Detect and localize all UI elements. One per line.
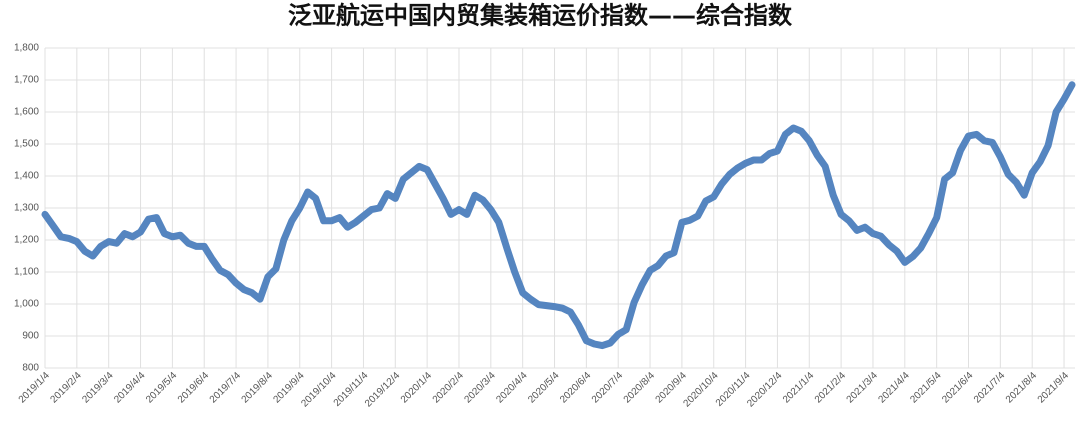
- x-tick-label: 2021/2/4: [813, 370, 849, 406]
- x-tick-label: 2021/3/4: [845, 370, 881, 406]
- y-tick-label: 1,800: [14, 43, 39, 54]
- x-tick-label: 2020/2/4: [431, 370, 467, 406]
- x-tick-label: 2020/8/4: [622, 370, 658, 406]
- x-tick-label: 2019/5/4: [144, 370, 180, 406]
- line: [41, 81, 1076, 350]
- x-tick-label: 2020/12/4: [745, 370, 785, 410]
- x-tick-label: 2021/9/4: [1036, 370, 1072, 406]
- x-tick-label: 2021/1/4: [781, 370, 817, 406]
- x-tick-label: 2021/8/4: [1004, 370, 1040, 406]
- x-tick-label: 2019/12/4: [363, 370, 403, 410]
- y-tick-label: 1,400: [14, 171, 39, 182]
- x-tick-label: 2019/2/4: [49, 370, 85, 406]
- x-tick-label: 2020/7/4: [590, 370, 626, 406]
- x-tick-label: 2021/6/4: [940, 370, 976, 406]
- y-tick-label: 1,000: [14, 299, 39, 310]
- x-tick-label: 2020/4/4: [494, 370, 530, 406]
- x-tick-label: 2021/7/4: [972, 370, 1008, 406]
- y-tick-label: 1,500: [14, 139, 39, 150]
- x-tick-label: 2021/4/4: [876, 370, 912, 406]
- y-tick-label: 1,600: [14, 107, 39, 118]
- x-tick-label: 2019/7/4: [208, 370, 244, 406]
- x-tick-label: 2020/5/4: [526, 370, 562, 406]
- x-tick-label: 2020/3/4: [463, 370, 499, 406]
- x-tick-label: 2020/1/4: [399, 370, 435, 406]
- x-tick-label: 2020/6/4: [558, 370, 594, 406]
- y-tick-label: 1,100: [14, 267, 39, 278]
- x-tick-label: 2021/5/4: [908, 370, 944, 406]
- y-tick-label: 1,700: [14, 75, 39, 86]
- y-tick-label: 800: [22, 363, 39, 374]
- y-tick-label: 1,300: [14, 203, 39, 214]
- x-tick-label: 2019/1/4: [17, 370, 53, 406]
- x-tick-label: 2019/4/4: [112, 370, 148, 406]
- x-tick-label: 2019/8/4: [240, 370, 276, 406]
- y-tick-label: 900: [22, 331, 39, 342]
- y-tick-label: 1,200: [14, 235, 39, 246]
- chart-title: 泛亚航运中国内贸集装箱运价指数——综合指数: [288, 1, 793, 30]
- x-tick-label: 2019/3/4: [80, 370, 116, 406]
- x-tick-label: 2019/6/4: [176, 370, 212, 406]
